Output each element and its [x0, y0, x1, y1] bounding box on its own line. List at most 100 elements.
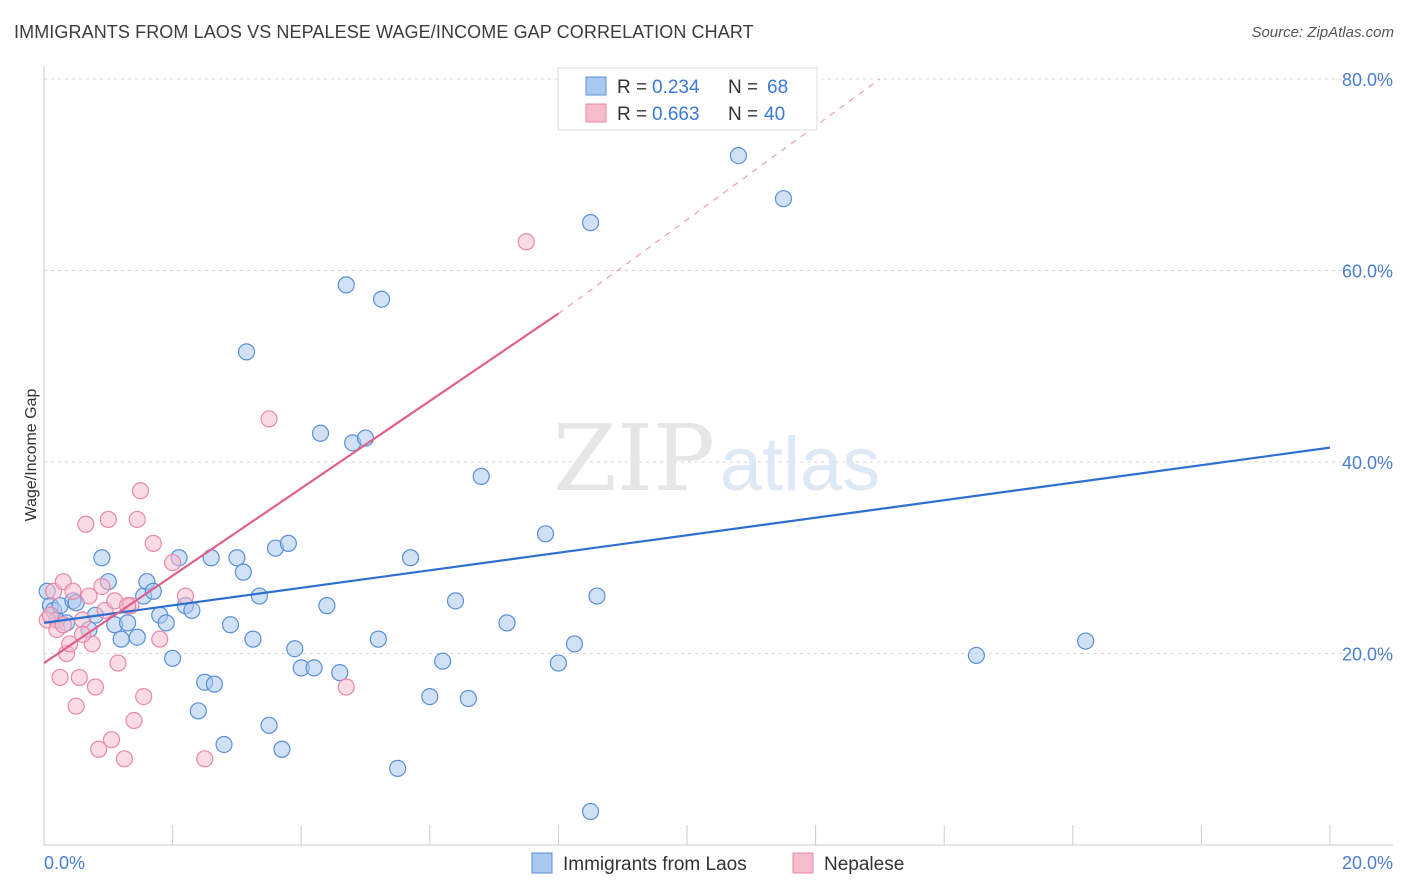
point-nepalese: [128, 510, 146, 529]
legend-box: R = 0.234 N = 68 R = 0.663 N = 40: [557, 67, 818, 131]
legend-swatch-laos: [585, 76, 607, 96]
x-tick-min: 0.0%: [44, 853, 85, 873]
point-nepalese: [70, 668, 88, 687]
trend-lines: [43, 78, 1331, 664]
legend-r-value-nepalese: 0.663: [652, 104, 700, 125]
point-nepalese: [164, 553, 182, 572]
point-laos: [128, 628, 146, 646]
point-nepalese: [109, 654, 127, 672]
bottom-legend-laos: Immigrants from Laos: [563, 854, 747, 875]
point-nepalese: [196, 750, 214, 768]
series-laos-points: [38, 147, 1095, 821]
point-laos: [221, 616, 240, 634]
legend-n-label-nepalese: N =: [728, 104, 758, 125]
bottom-legend: Immigrants from Laos Nepalese: [531, 852, 904, 875]
watermark-zip: ZIP: [553, 405, 715, 512]
point-laos: [250, 587, 269, 605]
watermark-atlas: atlas: [720, 422, 881, 507]
point-nepalese: [337, 678, 355, 696]
point-laos: [472, 467, 490, 485]
point-laos: [93, 549, 111, 567]
legend-n-label-laos: N =: [728, 77, 758, 98]
point-laos: [244, 630, 262, 648]
y-tick-label: 60.0%: [1342, 262, 1393, 282]
point-nepalese: [151, 630, 169, 648]
bottom-legend-nepalese: Nepalese: [824, 854, 904, 875]
point-nepalese: [144, 534, 162, 552]
point-laos: [118, 614, 137, 632]
point-laos: [183, 601, 201, 620]
point-laos: [234, 563, 252, 581]
point-laos: [498, 614, 516, 632]
point-laos: [581, 802, 600, 821]
trend-line-nepalese: [43, 312, 560, 664]
point-laos: [331, 664, 349, 682]
point-nepalese: [73, 611, 92, 629]
bottom-legend-swatch-nepalese: [792, 852, 814, 874]
y-tick-label: 20.0%: [1342, 645, 1393, 665]
point-laos: [205, 675, 223, 693]
point-nepalese: [80, 587, 98, 605]
x-tick-max: 20.0%: [1342, 853, 1393, 873]
y-tick-label: 40.0%: [1342, 453, 1393, 473]
point-laos: [549, 654, 568, 672]
point-nepalese: [67, 697, 85, 715]
trend-line-laos: [43, 446, 1331, 624]
point-nepalese: [86, 678, 105, 696]
point-nepalese: [41, 606, 60, 624]
point-laos: [588, 587, 606, 605]
point-nepalese: [90, 740, 108, 758]
source-label: Source: ZipAtlas.com: [1251, 24, 1394, 41]
point-nepalese: [51, 668, 69, 687]
axes: [43, 66, 1393, 846]
point-laos: [774, 190, 793, 208]
point-laos: [305, 659, 323, 677]
point-laos: [318, 597, 336, 615]
point-nepalese: [176, 587, 195, 605]
bottom-legend-swatch-laos: [531, 852, 553, 874]
point-nepalese: [131, 482, 150, 500]
point-laos: [260, 716, 278, 734]
point-nepalese: [135, 687, 153, 706]
point-nepalese: [125, 711, 143, 730]
point-laos: [369, 630, 387, 648]
point-nepalese: [77, 515, 95, 533]
point-laos: [729, 147, 748, 165]
point-laos: [565, 635, 584, 653]
point-laos: [536, 525, 555, 543]
point-laos: [421, 687, 439, 706]
point-nepalese: [115, 750, 133, 768]
point-laos: [967, 646, 985, 665]
point-laos: [372, 290, 391, 308]
point-laos: [581, 214, 600, 232]
series-nepalese-points: [38, 233, 535, 768]
point-laos: [273, 740, 291, 758]
point-laos: [215, 735, 233, 754]
point-laos: [446, 592, 465, 610]
point-nepalese: [260, 410, 278, 428]
point-laos: [459, 689, 477, 708]
legend-n-value-laos: 68: [767, 77, 788, 98]
point-laos: [401, 549, 420, 567]
y-tick-labels: 20.0% 40.0% 60.0% 80.0%: [1342, 70, 1393, 665]
point-nepalese: [99, 510, 117, 529]
point-laos: [157, 614, 175, 632]
point-laos: [237, 343, 256, 361]
point-laos: [112, 630, 130, 648]
point-laos: [1077, 632, 1095, 650]
point-laos: [337, 276, 355, 294]
point-nepalese: [102, 731, 121, 749]
point-laos: [228, 549, 246, 567]
point-laos: [311, 424, 330, 442]
point-laos: [189, 702, 207, 720]
legend-r-label-laos: R =: [617, 77, 647, 98]
point-laos: [389, 759, 407, 778]
legend-r-label-nepalese: R =: [617, 104, 647, 125]
point-laos: [286, 640, 304, 658]
y-axis-label: Wage/Income Gap: [23, 389, 40, 522]
legend-n-value-nepalese: 40: [764, 104, 785, 125]
point-laos: [279, 534, 297, 552]
point-laos: [164, 649, 182, 667]
y-tick-label: 80.0%: [1342, 70, 1393, 90]
point-nepalese: [517, 233, 535, 251]
